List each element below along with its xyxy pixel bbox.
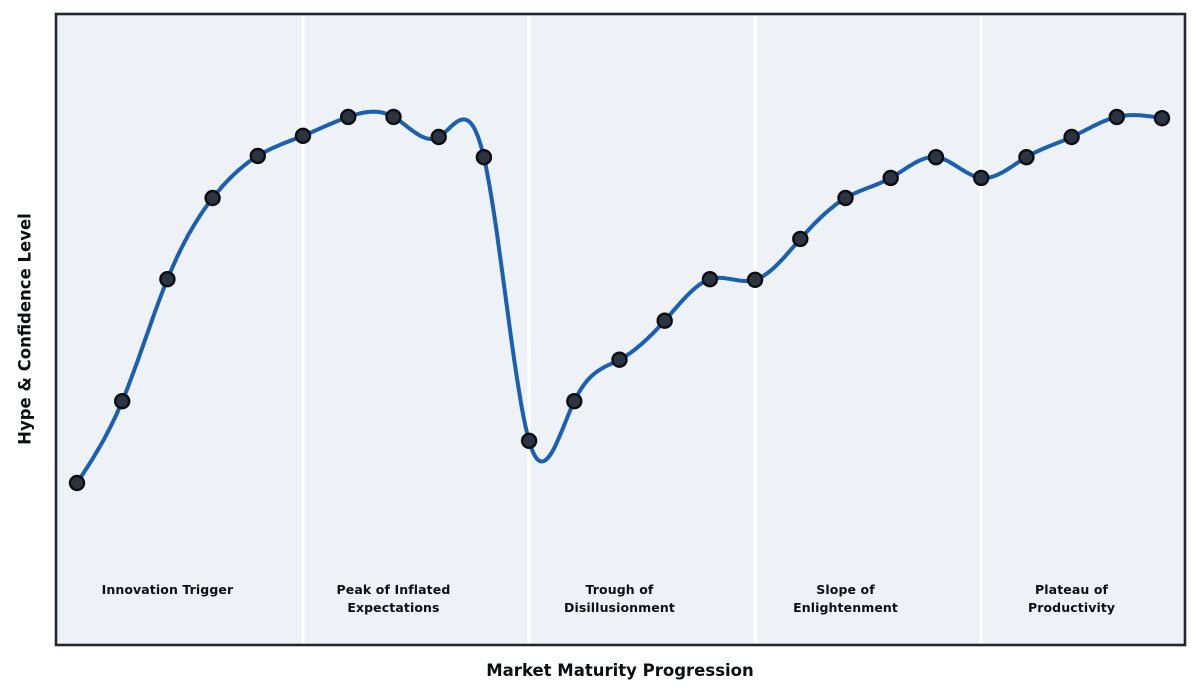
plot-background	[56, 14, 1185, 645]
data-point	[68, 474, 86, 492]
phase-label-trough-of-disillusionment: Trough of Disillusionment	[564, 582, 675, 615]
y-axis-label: Hype & Confidence Level	[15, 213, 35, 445]
data-point	[882, 169, 899, 187]
data-point	[385, 108, 402, 126]
data-point	[611, 351, 628, 368]
phase-label-plateau-of-productivity: Plateau of Productivity	[1027, 582, 1116, 615]
phase-label-slope-of-enlightenment: Slope of Enlightenment	[793, 582, 898, 615]
data-point	[973, 169, 990, 187]
phase-label-peak-of-inflated-expectations: Peak of Inflated Expectations	[336, 582, 451, 615]
data-point	[1153, 109, 1171, 127]
x-axis-label: Market Maturity Progression	[486, 661, 754, 680]
data-point	[1063, 128, 1080, 146]
data-point	[1018, 148, 1035, 166]
data-point	[792, 230, 809, 248]
phase-label-innovation-trigger: Innovation Trigger	[101, 582, 234, 597]
data-point	[113, 393, 131, 410]
plot-border	[54, 12, 1187, 647]
data-point	[294, 127, 312, 145]
data-point	[249, 147, 266, 165]
data-point	[1108, 108, 1126, 126]
data-point	[204, 189, 221, 207]
data-point	[927, 148, 945, 166]
data-point	[520, 432, 538, 449]
data-point	[159, 271, 176, 288]
data-point	[746, 271, 764, 288]
data-point	[475, 148, 493, 166]
data-point	[656, 312, 673, 329]
data-point	[701, 271, 719, 288]
data-point	[430, 128, 447, 146]
data-point	[340, 108, 357, 126]
data-point	[837, 189, 854, 207]
data-point	[566, 393, 583, 410]
